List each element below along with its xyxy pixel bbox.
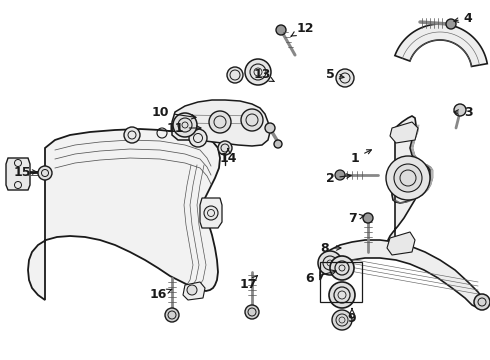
Circle shape [336, 69, 354, 87]
Circle shape [204, 206, 218, 220]
Text: 10: 10 [151, 105, 196, 119]
Circle shape [276, 25, 286, 35]
Text: 12: 12 [291, 22, 314, 36]
Text: 1: 1 [351, 150, 371, 165]
Polygon shape [6, 158, 30, 190]
Polygon shape [320, 240, 485, 308]
Circle shape [187, 285, 197, 295]
Polygon shape [172, 100, 270, 146]
Text: 6: 6 [306, 270, 336, 284]
Circle shape [329, 282, 355, 308]
Text: 2: 2 [326, 171, 351, 184]
Circle shape [363, 213, 373, 223]
Circle shape [245, 305, 259, 319]
Circle shape [318, 251, 342, 275]
Bar [320, 262, 362, 302]
Text: 11: 11 [166, 122, 201, 135]
Text: 3: 3 [454, 105, 472, 118]
Circle shape [330, 256, 354, 280]
Circle shape [474, 294, 490, 310]
Circle shape [38, 166, 52, 180]
Circle shape [241, 109, 263, 131]
Polygon shape [395, 24, 487, 67]
Circle shape [265, 123, 275, 133]
Circle shape [245, 59, 271, 85]
Circle shape [386, 156, 430, 200]
Text: 17: 17 [239, 275, 257, 292]
Text: 14: 14 [219, 149, 237, 165]
Polygon shape [28, 129, 220, 300]
Circle shape [274, 140, 282, 148]
Circle shape [189, 129, 207, 147]
Circle shape [335, 170, 345, 180]
Text: 13: 13 [253, 68, 274, 81]
Polygon shape [183, 282, 205, 300]
Circle shape [173, 113, 197, 137]
Text: 8: 8 [320, 242, 341, 255]
Text: 4: 4 [454, 12, 472, 24]
Polygon shape [200, 198, 222, 228]
Circle shape [454, 104, 466, 116]
Text: 16: 16 [149, 288, 172, 302]
Text: 15: 15 [13, 166, 37, 179]
Circle shape [227, 67, 243, 83]
Text: 9: 9 [348, 309, 356, 324]
Text: 7: 7 [347, 211, 364, 225]
Polygon shape [390, 122, 418, 143]
Circle shape [394, 164, 422, 192]
Circle shape [165, 308, 179, 322]
Text: 5: 5 [326, 68, 344, 81]
Circle shape [446, 19, 456, 29]
Circle shape [332, 310, 352, 330]
Circle shape [124, 127, 140, 143]
Polygon shape [388, 116, 430, 252]
Circle shape [218, 141, 232, 155]
Polygon shape [387, 232, 415, 255]
Circle shape [209, 111, 231, 133]
